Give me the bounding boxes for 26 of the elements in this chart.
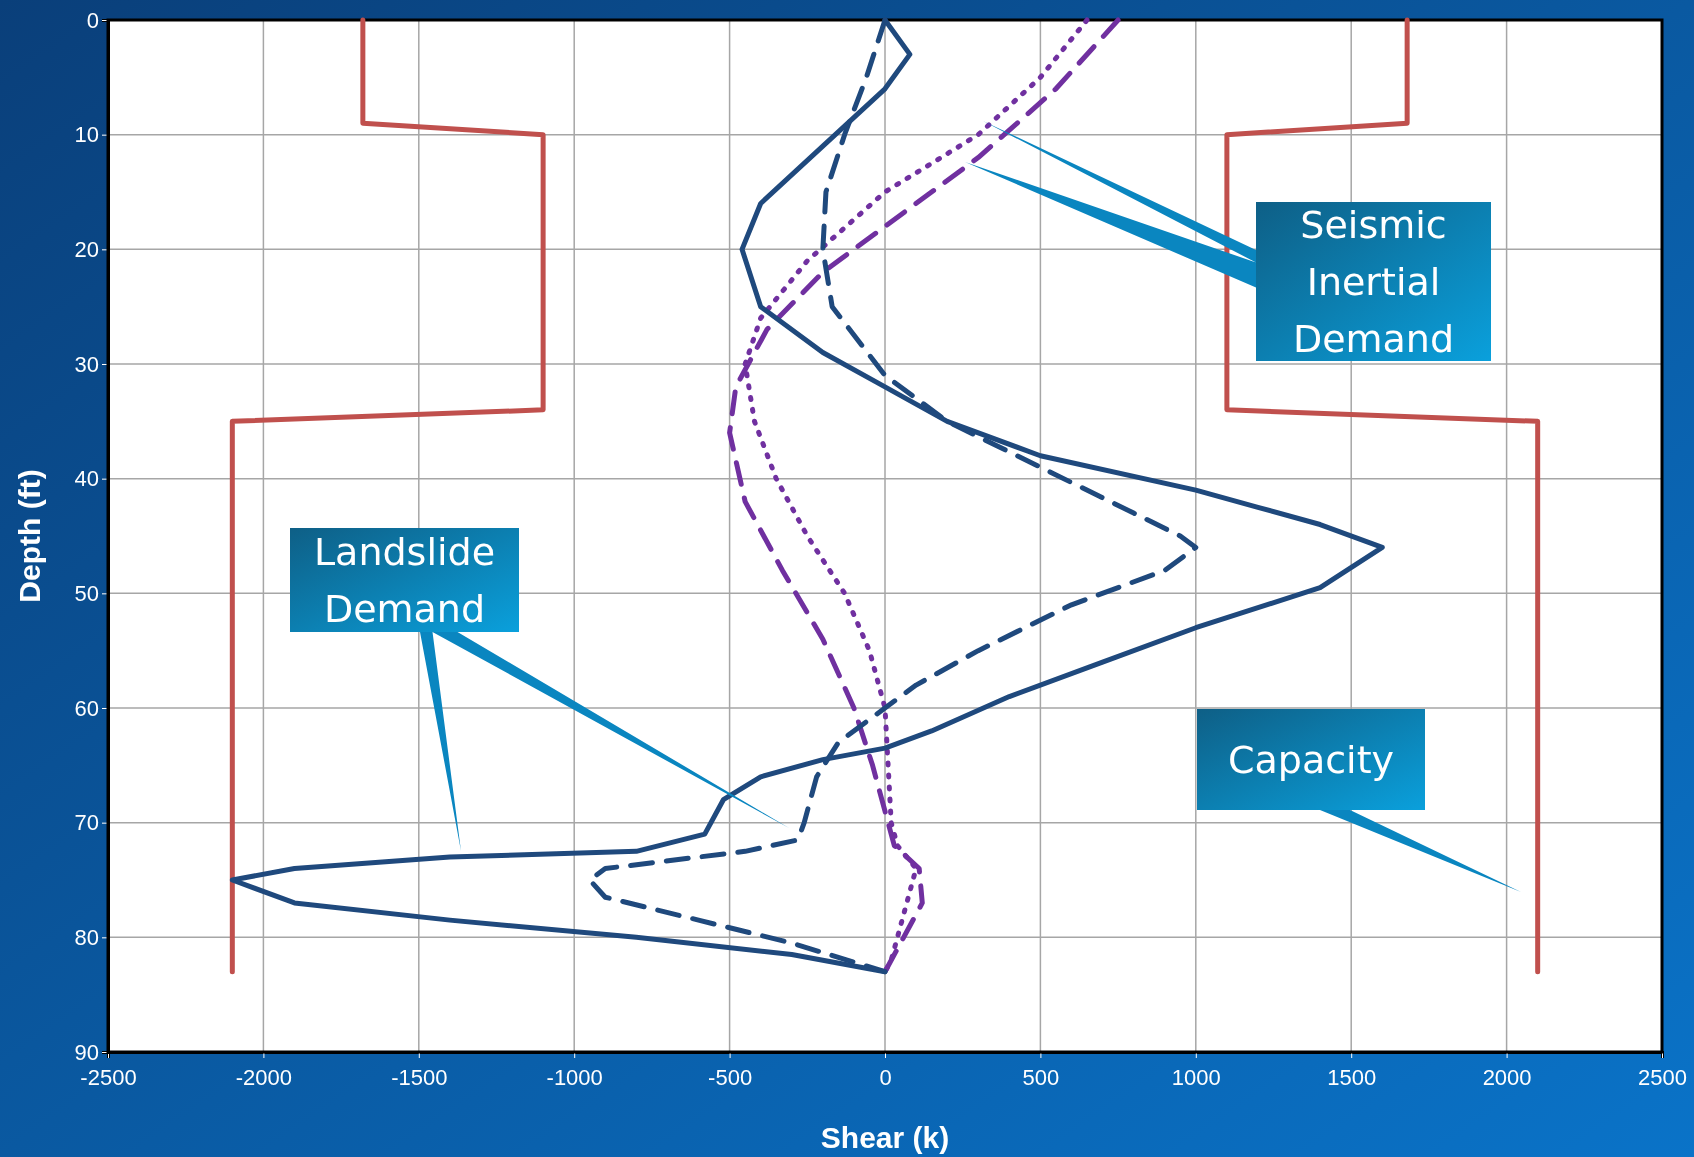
x-tick-label: -2500: [80, 1065, 137, 1091]
x-tick-label: 500: [1022, 1065, 1060, 1091]
y-tick-label: 10: [74, 122, 99, 148]
x-tick-label: -1000: [546, 1065, 603, 1091]
y-tick-label: 30: [74, 351, 99, 377]
x-tick-label: -2000: [235, 1065, 293, 1091]
x-tick-label: -1500: [391, 1065, 448, 1091]
y-tick-label: 20: [74, 236, 99, 262]
x-tick-label: -500: [708, 1065, 753, 1091]
y-tick-label: 80: [74, 924, 99, 950]
annotation: Landslide Demand: [313, 529, 496, 631]
y-tick-label: 60: [74, 695, 99, 721]
annotation: Capacity: [1227, 737, 1395, 782]
y-tick-label: 70: [74, 810, 99, 836]
x-tick-label: 0: [879, 1065, 892, 1091]
y-tick-label: 40: [74, 466, 99, 492]
x-tick-label: 2500: [1638, 1065, 1687, 1091]
y-tick-label: 90: [74, 1039, 99, 1065]
y-axis-title: Depth (ft): [13, 469, 46, 603]
annotation: Seismic Inertial Demand: [1292, 202, 1455, 361]
x-tick-label: 1000: [1171, 1065, 1221, 1091]
x-tick-label: 2000: [1482, 1065, 1532, 1091]
x-tick-label: 1500: [1327, 1065, 1377, 1091]
y-tick-label: 0: [86, 7, 99, 33]
x-axis-title: Shear (k): [820, 1121, 950, 1154]
y-tick-label: 50: [74, 580, 99, 606]
